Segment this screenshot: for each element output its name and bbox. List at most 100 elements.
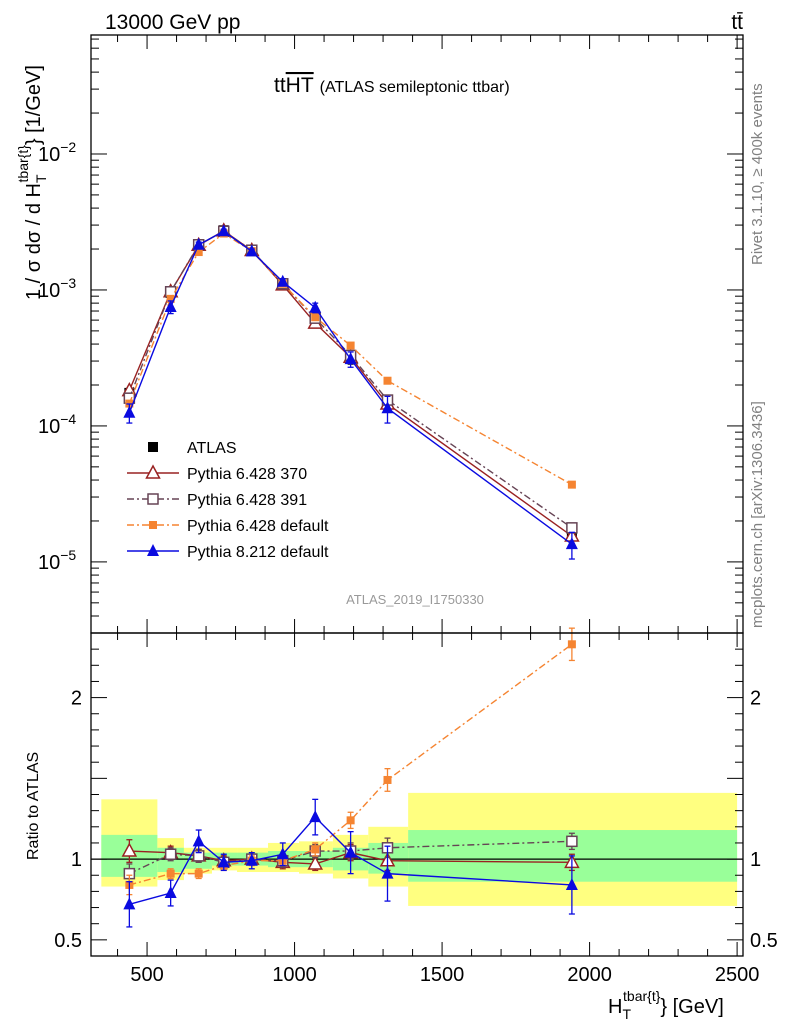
ratio-p8_default [123, 798, 578, 928]
legend-marker [147, 544, 159, 556]
legend-entry-p6_391: Pythia 6.428 391 [127, 492, 307, 509]
main-ylabel: 1 / σ dσ / d HTtbar{t}} [1/GeV] [15, 65, 49, 300]
legend-entry-p8_default: Pythia 8.212 default [127, 544, 329, 561]
energy-label: 13000 GeV pp [105, 11, 240, 34]
main-p8_default-point [276, 274, 289, 287]
main-series [121, 222, 580, 560]
legend-label: Pythia 8.212 default [187, 544, 329, 561]
main-p8_default-point [344, 352, 357, 365]
main-p6_default-point [383, 376, 392, 385]
legend-label: ATLAS [187, 440, 237, 457]
main-y-tick-label: 10−4 [38, 411, 76, 438]
ratio-p8_default-point [192, 834, 205, 847]
main-p6_391-point [566, 522, 578, 534]
ratio-p8_default-point [344, 845, 357, 858]
ratio-p8_default-line [129, 816, 572, 905]
x-tick-label: 1000 [272, 964, 317, 986]
legend-entry-p6_370: Pythia 6.428 370 [127, 464, 307, 483]
ratio-xlabel: HTtbar{t}} [GeV] [608, 988, 724, 1022]
ratio-p8_default-point [245, 853, 258, 866]
main-p8_default-point [217, 224, 230, 237]
x-tick-label: 500 [130, 964, 163, 986]
tick-exponent: −2 [60, 139, 76, 155]
legend-marker [145, 464, 161, 479]
main-y-tick-label: 10−3 [38, 275, 76, 302]
ratio-p6_default-point [311, 845, 320, 854]
main-p8_default-point [381, 401, 394, 414]
mcplots-label: mcplots.cern.ch [arXiv:1306.3436] [749, 401, 766, 628]
main-p6_391 [123, 225, 578, 534]
tick-exponent: −3 [60, 275, 76, 291]
tick-mantissa: 10 [38, 416, 60, 438]
legend-label: Pythia 6.428 370 [187, 466, 307, 483]
main-p8_default-point [309, 300, 322, 313]
main-p8_default-point [123, 405, 136, 418]
title-rest: (ATLAS semileptonic ttbar) [320, 79, 510, 96]
legend-label: Pythia 6.428 default [187, 518, 329, 535]
ratio-p8_default-point [164, 886, 177, 899]
ratio-p6_370-point [307, 855, 323, 870]
ratio-ylabel: Ratio to ATLAS [25, 752, 42, 860]
x-tick-label: 1500 [420, 964, 465, 986]
plot-title: ttHT (ATLAS semileptonic ttbar) [274, 74, 510, 97]
ratio-p6_default-point [194, 869, 203, 878]
ratio-p6_391-line [129, 840, 572, 875]
ratio-p6_391-point [164, 848, 177, 861]
ratio-p6_default-point [567, 640, 576, 649]
ratio-p6_default-line [129, 643, 573, 886]
tick-mantissa: 10 [38, 144, 60, 166]
legend-marker [149, 521, 157, 529]
main-y-tick-label: 10−5 [38, 547, 76, 574]
legend-entry-p6_default: Pythia 6.428 default [127, 518, 329, 535]
ratio-p6_default-point [346, 816, 355, 825]
ratio-p6_391-point [566, 835, 578, 848]
ratio-p8_default-point [217, 855, 230, 868]
ratio-y-tick-label-right: 2 [750, 688, 761, 710]
ratio-p6_default-point [166, 869, 175, 878]
main-p6_default-point [567, 480, 576, 489]
tick-exponent: −4 [60, 411, 76, 427]
ratio-p8_default-point [309, 810, 322, 823]
main-p8_default-point [192, 237, 205, 250]
x-tick-label: 2000 [567, 964, 612, 986]
main-p6_default-point [346, 341, 355, 350]
x-tick-label: 2500 [715, 964, 760, 986]
legend-marker [147, 493, 159, 505]
ratio-y-tick-label-right: 1 [750, 849, 761, 871]
analysis-watermark: ATLAS_2019_I1750330 [346, 592, 484, 607]
main-p8_default-line [128, 230, 573, 545]
main-p6_default-point [311, 313, 320, 322]
tick-mantissa: 10 [38, 552, 60, 574]
ratio-p6_default-point [383, 775, 392, 784]
ratio-p6_370-point [121, 842, 138, 857]
title-ht: HT [286, 74, 314, 97]
tick-mantissa: 10 [38, 280, 60, 302]
main-p6_370-line [128, 230, 573, 537]
ratio-y-tick-label: 2 [71, 688, 82, 710]
legend-marker [148, 442, 158, 452]
legend: ATLAS Pythia 6.428 370 Pythia 6.428 391 Pyt… [127, 440, 329, 561]
legend-entry-atlas: ATLAS [148, 440, 237, 457]
ratio-p8_default-point [276, 847, 289, 860]
ratio-series [121, 627, 580, 928]
ratio-bands [91, 792, 743, 906]
ratio-p8_default-point [381, 866, 394, 879]
process-label: tt̄ [731, 11, 743, 34]
ratio-y-tick-label: 0.5 [54, 930, 82, 952]
main-p6_default-point [166, 294, 175, 303]
ratio-y-tick-label: 1 [71, 849, 82, 871]
main-y-tick-label: 10−2 [38, 139, 76, 166]
ratio-p8_default-point [565, 877, 578, 890]
rivet-label: Rivet 3.1.10, ≥ 400k events [749, 83, 766, 265]
tick-exponent: −5 [60, 547, 76, 563]
legend-label: Pythia 6.428 391 [187, 492, 307, 509]
ratio-y-tick-label-right: 0.5 [750, 930, 778, 952]
title-tt: tt [274, 74, 286, 97]
main-p6_default-point [194, 248, 203, 257]
main-p8_default-point [164, 299, 177, 312]
main-p6_391-line [128, 230, 573, 529]
ratio-p8_default-point [123, 897, 136, 910]
main-p8_default [123, 224, 578, 560]
